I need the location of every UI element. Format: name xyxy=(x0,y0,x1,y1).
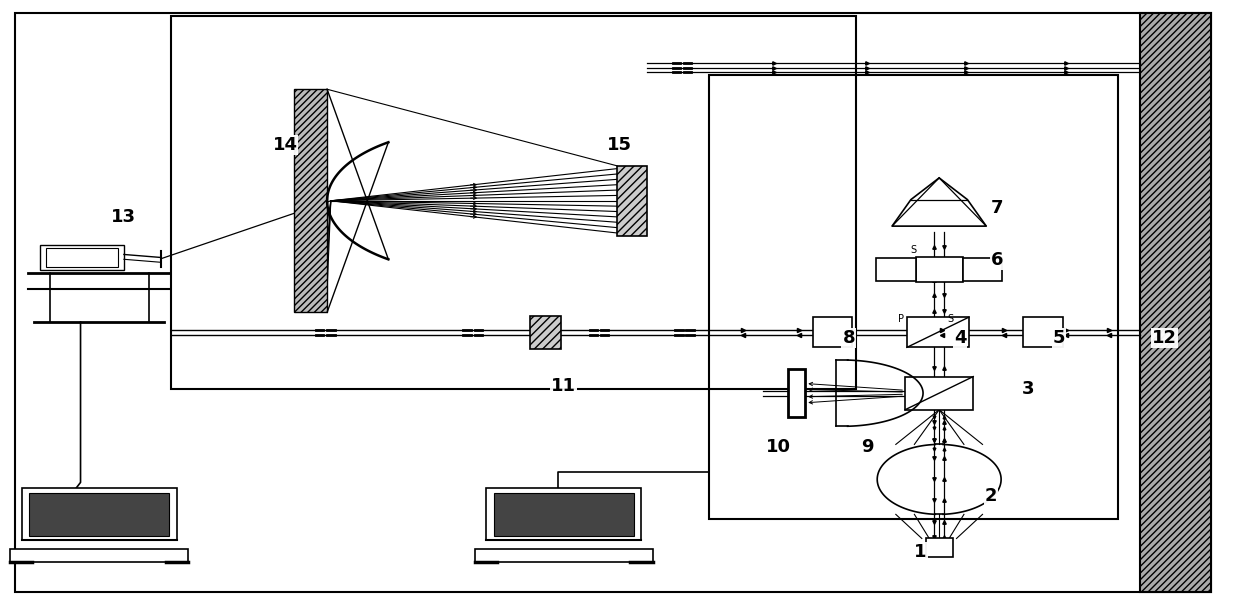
Text: 5: 5 xyxy=(1053,329,1066,347)
Bar xyxy=(1023,317,1063,347)
Text: 15: 15 xyxy=(607,136,632,154)
Bar xyxy=(28,493,169,536)
Text: 1: 1 xyxy=(914,543,927,561)
Text: 13: 13 xyxy=(112,208,136,226)
Bar xyxy=(46,248,118,267)
Bar xyxy=(1140,13,1211,592)
Text: S: S xyxy=(948,314,953,324)
Text: 11: 11 xyxy=(551,377,576,395)
Text: 4: 4 xyxy=(954,329,966,347)
Bar xyxy=(530,316,560,349)
Bar xyxy=(475,549,653,562)
Bar xyxy=(40,245,124,270)
Text: 3: 3 xyxy=(1022,380,1035,398)
Bar xyxy=(963,258,1002,281)
Text: 6: 6 xyxy=(991,251,1004,270)
Text: 7: 7 xyxy=(991,199,1004,217)
Bar xyxy=(1140,13,1211,592)
Bar xyxy=(22,488,176,540)
Text: 8: 8 xyxy=(843,329,855,347)
Bar xyxy=(788,369,805,417)
Bar xyxy=(10,549,188,562)
Text: S: S xyxy=(911,245,916,254)
Bar xyxy=(904,376,974,410)
Bar xyxy=(486,488,642,540)
Bar xyxy=(907,317,969,347)
Bar xyxy=(813,317,852,347)
Polygon shape xyxy=(294,89,327,312)
Polygon shape xyxy=(892,178,986,226)
Bar xyxy=(493,493,634,536)
Bar xyxy=(876,258,916,281)
Bar xyxy=(709,75,1118,519)
Bar xyxy=(171,16,856,389)
Text: 12: 12 xyxy=(1152,329,1177,347)
Text: P: P xyxy=(898,314,903,324)
Text: 14: 14 xyxy=(273,136,297,154)
Text: 9: 9 xyxy=(861,438,873,456)
Bar xyxy=(926,538,953,557)
Text: 10: 10 xyxy=(766,438,790,456)
Bar xyxy=(916,257,963,282)
Bar xyxy=(617,166,647,236)
Text: 2: 2 xyxy=(985,487,997,505)
